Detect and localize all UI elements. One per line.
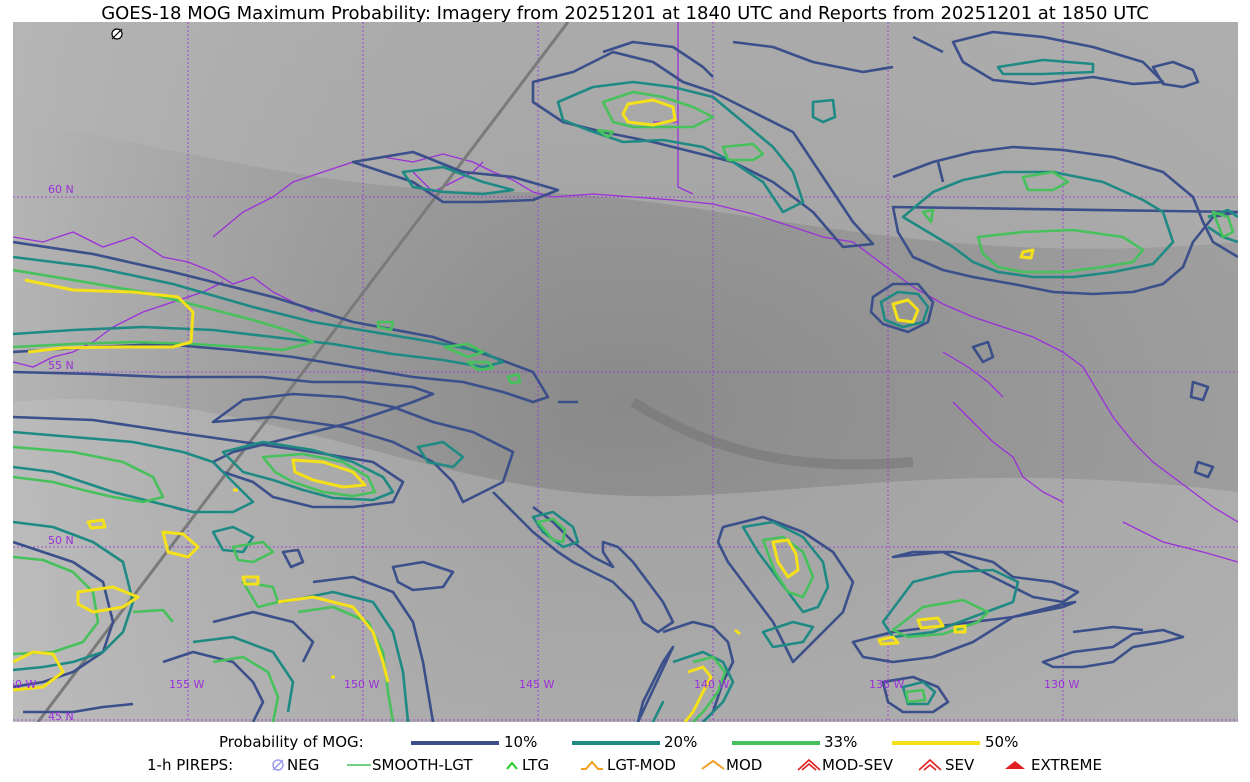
map-title: GOES-18 MOG Maximum Probability: Imagery… <box>101 3 1149 24</box>
mod-sev-icon <box>797 758 821 771</box>
contour-10pct <box>13 30 1238 722</box>
contour-20pct <box>13 58 1238 722</box>
smooth-line-icon <box>347 764 371 766</box>
lon-label-160w: 160 W <box>13 678 36 691</box>
probability-legend: Probability of MOG: 10% 20% 33% 50% <box>0 733 1250 753</box>
legend-swatch-50 <box>892 741 980 745</box>
pirep-label-ltg: LTG <box>522 756 550 774</box>
pirep-label-sev: SEV <box>945 756 975 774</box>
ltg-caret-icon <box>506 761 518 770</box>
pirep-label-smooth-lgt: SMOOTH-LGT <box>372 756 473 774</box>
lon-label-145w: 145 W <box>519 678 554 691</box>
mod-caret-icon <box>701 759 725 770</box>
sev-icon <box>918 758 942 771</box>
legend-swatch-33 <box>732 741 820 745</box>
neg-pirep-marker <box>111 28 123 40</box>
pirep-label-mod: MOD <box>726 756 763 774</box>
lat-label-55n: 55 N <box>48 359 74 372</box>
lgt-mod-hat-icon <box>581 760 603 770</box>
lon-label-130w: 130 W <box>1044 678 1079 691</box>
probability-legend-title: Probability of MOG: <box>219 733 364 751</box>
lon-label-155w: 155 W <box>169 678 204 691</box>
legend-swatch-10 <box>411 741 499 745</box>
coastline <box>13 22 1238 563</box>
pirep-label-neg: NEG <box>287 756 320 774</box>
legend-label-33: 33% <box>824 733 858 751</box>
pirep-label-lgt-mod: LGT-MOD <box>607 756 676 774</box>
lon-label-140w: 140 W <box>694 678 729 691</box>
pirep-label-mod-sev: MOD-SEV <box>822 756 893 774</box>
legend-label-50: 50% <box>985 733 1019 751</box>
contour-50pct <box>13 98 1035 722</box>
lon-label-150w: 150 W <box>344 678 379 691</box>
graticule <box>13 22 1238 722</box>
legend-swatch-20 <box>572 741 660 745</box>
extreme-icon <box>1005 761 1025 769</box>
lat-label-50n: 50 N <box>48 534 74 547</box>
pirep-legend-title: 1-h PIREPS: <box>147 756 234 774</box>
satellite-map: 60 N 55 N 50 N 45 N 160 W 155 W 150 W 14… <box>13 22 1238 722</box>
lat-label-60n: 60 N <box>48 183 74 196</box>
neg-circle-icon <box>272 759 284 771</box>
pirep-label-extreme: EXTREME <box>1031 756 1102 774</box>
legend-label-10: 10% <box>504 733 538 751</box>
pirep-legend: 1-h PIREPS: NEG SMOOTH-LGT LTG LGT-MOD M… <box>0 756 1250 776</box>
lat-label-45n: 45 N <box>48 710 74 722</box>
legend-label-20: 20% <box>664 733 698 751</box>
lon-label-135w: 135 W <box>869 678 904 691</box>
